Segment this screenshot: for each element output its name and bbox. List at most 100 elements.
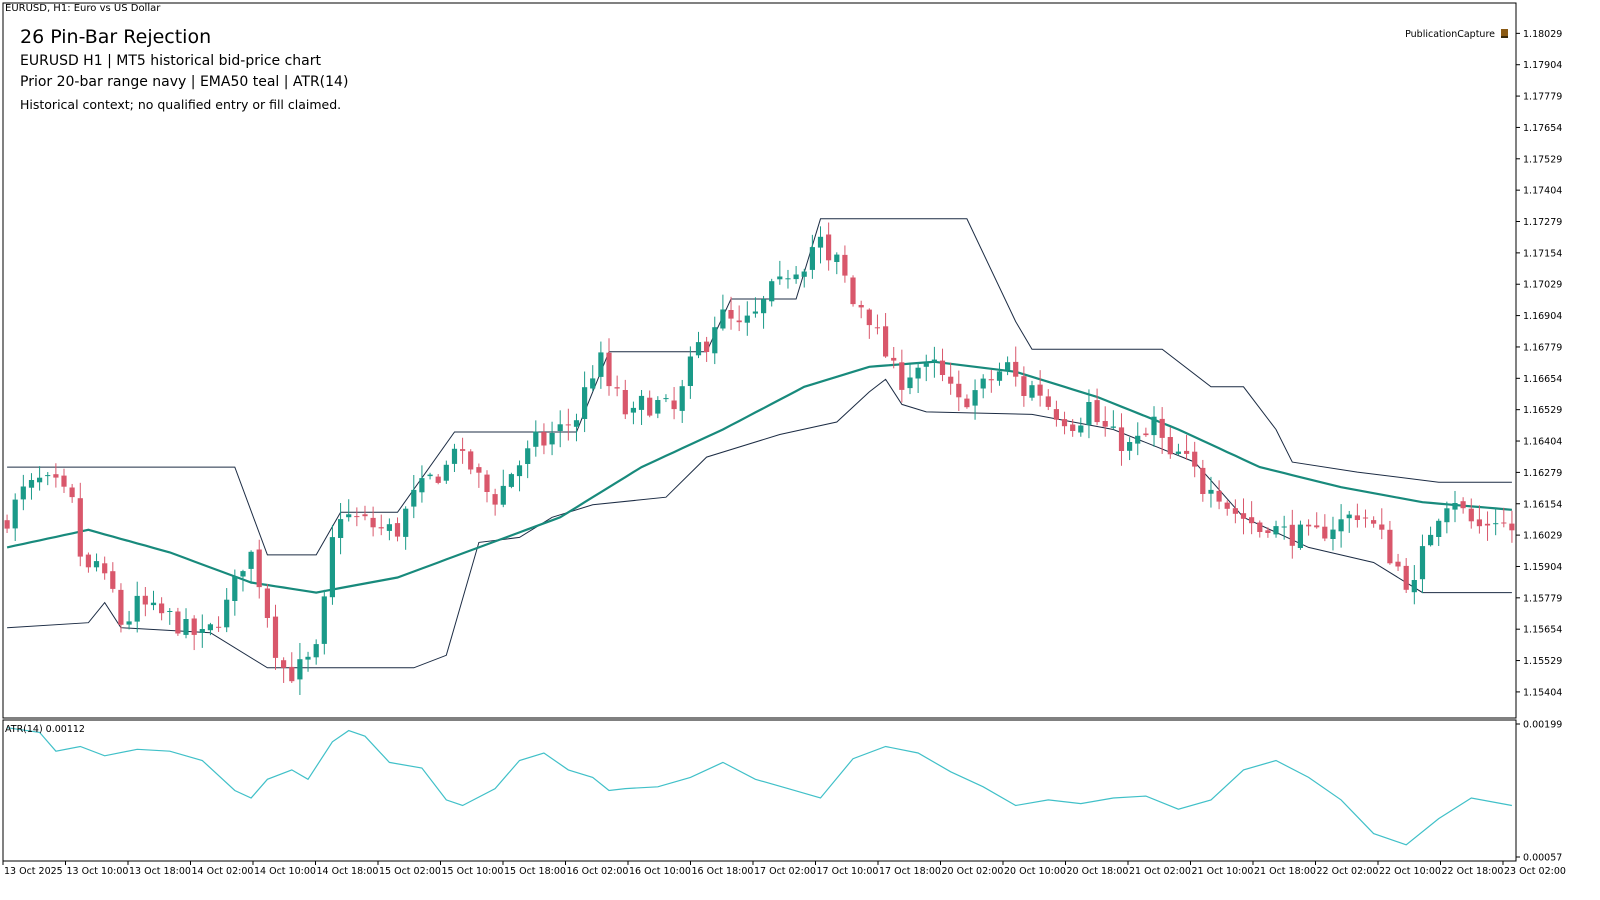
candle-bear — [606, 352, 612, 387]
candle-bear — [272, 616, 279, 658]
time-tick-label: 15 Oct 02:00 — [379, 866, 441, 877]
candle-bear — [435, 476, 441, 483]
overlay-text: 26 Pin-Bar Rejection EURUSD H1 | MT5 his… — [20, 26, 348, 112]
time-tick-label: 13 Oct 10:00 — [67, 866, 129, 877]
candle-bull — [533, 431, 539, 447]
price-axis: 1.18029 1.17904 1.17779 1.17654 1.17529 1.174… — [1516, 29, 1562, 864]
candle-bear — [264, 588, 270, 618]
candle-bull — [240, 571, 246, 577]
candle-bear — [85, 554, 91, 568]
price-tick-label: 1.17779 — [1523, 92, 1562, 103]
candle-bull — [338, 519, 344, 538]
candle-bear — [1306, 524, 1312, 527]
candle-bull — [549, 433, 555, 445]
price-tick-label: 1.16904 — [1523, 311, 1562, 322]
time-tick-label: 22 Oct 02:00 — [1317, 866, 1379, 877]
main-pane-frame — [2, 2, 1517, 719]
candle-bear — [1143, 433, 1149, 436]
candle-bear — [988, 379, 994, 381]
time-tick-label: 21 Oct 02:00 — [1129, 866, 1191, 877]
time-tick-label: 13 Oct 2025 — [4, 866, 63, 877]
price-tick-label: 1.16029 — [1523, 531, 1562, 542]
candle-bear — [468, 451, 474, 470]
candle-bull — [1273, 526, 1279, 535]
candle-bull — [695, 342, 702, 356]
ema50-line — [6, 360, 1512, 594]
candle-bull — [1330, 529, 1336, 539]
publication-capture[interactable]: PublicationCapture — [1405, 29, 1508, 40]
time-tick-label: 16 Oct 18:00 — [692, 866, 754, 877]
atr-tick-label: 0.00057 — [1523, 853, 1562, 864]
candle-bull — [443, 464, 449, 481]
candle-bull — [411, 489, 417, 507]
candle-bull — [1175, 451, 1181, 454]
candle-bear — [647, 397, 653, 416]
candle-bull — [573, 420, 580, 427]
candle-bull — [386, 524, 392, 531]
time-tick-label: 22 Oct 10:00 — [1379, 866, 1441, 877]
candle-bear — [1118, 427, 1125, 451]
time-tick-label: 22 Oct 18:00 — [1442, 866, 1504, 877]
candle-bear — [1192, 451, 1198, 467]
candle-bear — [256, 549, 262, 588]
candle-bear — [1257, 522, 1263, 532]
candle-bull — [37, 477, 43, 483]
candle-bull — [630, 407, 636, 413]
candle-bear — [1021, 376, 1027, 396]
candle-bull — [224, 599, 230, 628]
candle-bull — [980, 378, 986, 389]
candle-bull — [907, 377, 913, 389]
candle-bull — [972, 390, 978, 406]
candle-bull — [582, 387, 588, 419]
candle-bear — [1362, 517, 1369, 519]
candle-bear — [1200, 467, 1206, 494]
candle-bear — [874, 327, 880, 329]
time-tick-label: 23 Oct 02:00 — [1504, 866, 1566, 877]
price-tick-label: 1.17029 — [1523, 280, 1562, 291]
candle-bear — [850, 277, 856, 305]
candle-bull — [1110, 426, 1116, 428]
candle-bear — [1265, 530, 1271, 533]
price-tick-label: 1.17279 — [1523, 217, 1562, 228]
price-tick-label: 1.17154 — [1523, 248, 1562, 259]
candle-bear — [4, 520, 10, 529]
candle-bull — [687, 356, 693, 386]
price-tick-label: 1.15654 — [1523, 625, 1562, 636]
atr-line — [7, 727, 1513, 846]
price-tick-label: 1.16779 — [1523, 342, 1562, 353]
price-tick-label: 1.15404 — [1523, 687, 1562, 698]
candle-bear — [1403, 565, 1409, 590]
candle-bear — [370, 517, 376, 528]
candle-bull — [126, 621, 132, 625]
candle-bear — [175, 611, 181, 634]
candle-bull — [20, 486, 26, 500]
chart-capture-icon[interactable] — [1501, 29, 1508, 38]
candle-bull — [663, 398, 669, 400]
time-tick-label: 17 Oct 10:00 — [817, 866, 879, 877]
candle-bear — [1045, 396, 1051, 407]
candle-bear — [289, 666, 295, 682]
candle-bull — [167, 611, 173, 612]
candles — [4, 222, 1515, 695]
candle-bear — [964, 398, 970, 408]
candle-bull — [996, 371, 1003, 381]
symbol-header: EURUSD, H1: Euro vs US Dollar — [5, 3, 161, 14]
candle-bull — [1208, 489, 1214, 494]
candle-bear — [460, 449, 466, 451]
atr-tick-label: 0.00199 — [1523, 720, 1562, 731]
candle-bear — [826, 234, 832, 261]
candle-bull — [777, 276, 783, 280]
time-tick-label: 17 Oct 18:00 — [879, 866, 941, 877]
candle-bull — [207, 624, 213, 631]
candle-bull — [809, 247, 815, 270]
price-tick-label: 1.15779 — [1523, 593, 1562, 604]
price-tick-label: 1.17404 — [1523, 186, 1562, 197]
range-high-line — [7, 218, 1512, 556]
candle-bull — [1005, 362, 1011, 370]
candle-bull — [712, 327, 718, 354]
candle-bear — [77, 498, 83, 557]
candle-bear — [939, 360, 946, 375]
candle-bear — [1232, 508, 1238, 514]
